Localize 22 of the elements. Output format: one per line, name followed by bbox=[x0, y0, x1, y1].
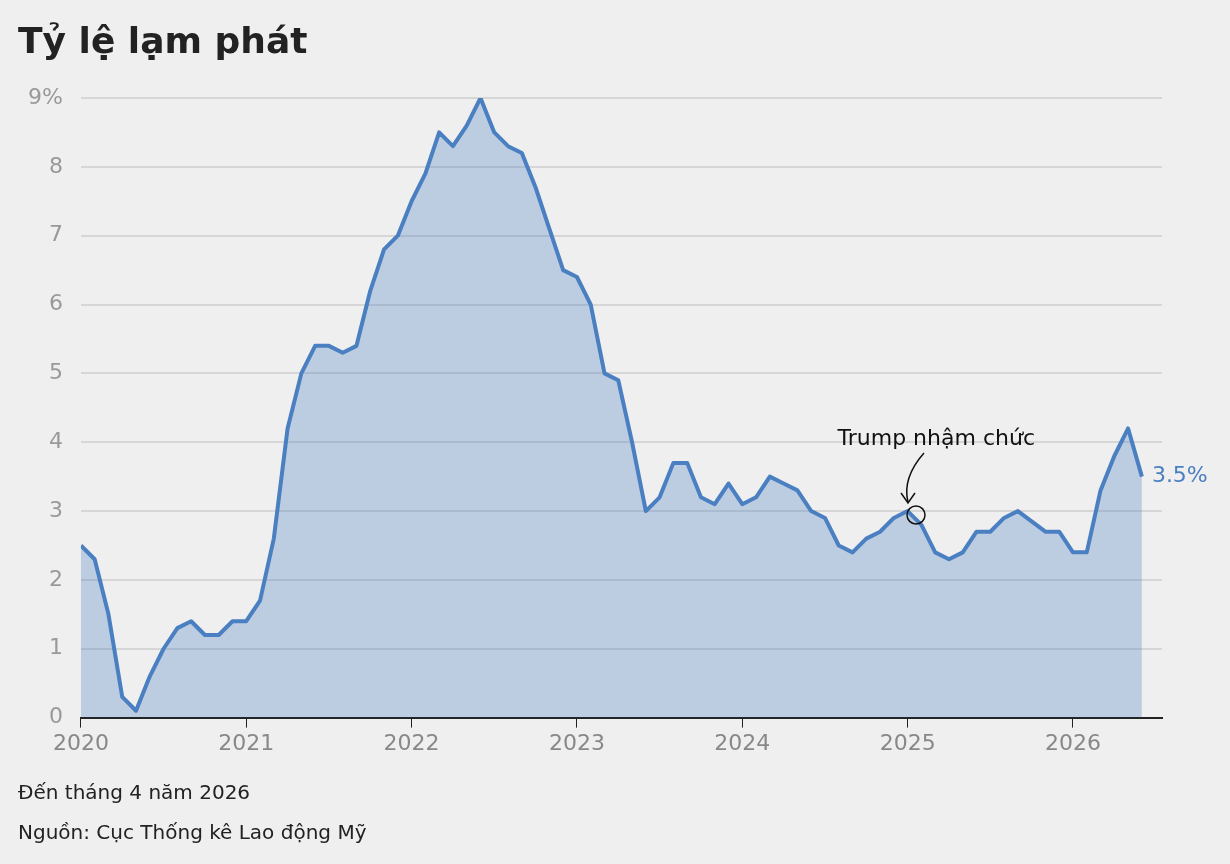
x-tick-label: 2020 bbox=[52, 729, 109, 755]
y-tick-label: 4 bbox=[48, 427, 63, 453]
y-tick-label: 5 bbox=[48, 359, 63, 385]
y-tick-label: 1 bbox=[48, 634, 63, 660]
x-tick-label: 2026 bbox=[1044, 729, 1101, 755]
x-tick-label: 2025 bbox=[879, 729, 936, 755]
chart-title: Tỷ lệ lạm phát bbox=[18, 20, 308, 61]
annotation: Trump nhậm chức bbox=[836, 425, 1035, 451]
text: Đến tháng 4 năm 2026 bbox=[18, 779, 252, 806]
x-tick-label: 2023 bbox=[548, 729, 605, 755]
x-tick-label: 2021 bbox=[218, 729, 275, 755]
y-tick-label: 7 bbox=[48, 221, 63, 247]
x-tick-label: 2024 bbox=[714, 729, 771, 755]
y-tick-label: 0 bbox=[48, 703, 63, 729]
y-tick-label: 3 bbox=[48, 496, 63, 522]
text: Nguồn: Cục Thống kê Lao động Mỹ bbox=[18, 819, 367, 846]
data-label: 3.5% bbox=[1151, 462, 1208, 488]
y-tick-label: 9% bbox=[28, 83, 63, 109]
y-tick-label: 2 bbox=[48, 565, 63, 591]
y-tick-label: 6 bbox=[48, 290, 63, 316]
x-tick-label: 2022 bbox=[383, 729, 440, 755]
y-tick-label: 8 bbox=[48, 152, 63, 178]
